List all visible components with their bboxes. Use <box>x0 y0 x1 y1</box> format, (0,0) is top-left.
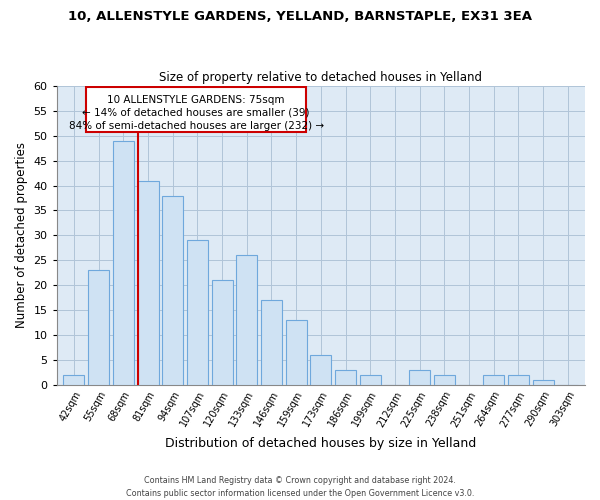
Bar <box>335 370 356 384</box>
Bar <box>212 280 233 384</box>
Bar <box>187 240 208 384</box>
X-axis label: Distribution of detached houses by size in Yelland: Distribution of detached houses by size … <box>165 437 476 450</box>
Bar <box>434 374 455 384</box>
Text: 10 ALLENSTYLE GARDENS: 75sqm: 10 ALLENSTYLE GARDENS: 75sqm <box>107 95 285 105</box>
Text: Contains HM Land Registry data © Crown copyright and database right 2024.
Contai: Contains HM Land Registry data © Crown c… <box>126 476 474 498</box>
Bar <box>286 320 307 384</box>
Text: 84% of semi-detached houses are larger (232) →: 84% of semi-detached houses are larger (… <box>68 121 324 131</box>
Bar <box>64 374 85 384</box>
Bar <box>533 380 554 384</box>
Title: Size of property relative to detached houses in Yelland: Size of property relative to detached ho… <box>160 70 482 84</box>
Bar <box>409 370 430 384</box>
Bar <box>236 255 257 384</box>
FancyBboxPatch shape <box>86 87 306 132</box>
Bar <box>310 354 331 384</box>
Bar <box>483 374 504 384</box>
Text: ← 14% of detached houses are smaller (39): ← 14% of detached houses are smaller (39… <box>82 108 310 118</box>
Y-axis label: Number of detached properties: Number of detached properties <box>15 142 28 328</box>
Text: 10, ALLENSTYLE GARDENS, YELLAND, BARNSTAPLE, EX31 3EA: 10, ALLENSTYLE GARDENS, YELLAND, BARNSTA… <box>68 10 532 23</box>
Bar <box>360 374 381 384</box>
Bar <box>261 300 282 384</box>
Bar <box>88 270 109 384</box>
Bar <box>508 374 529 384</box>
Bar <box>162 196 183 384</box>
Bar <box>137 180 158 384</box>
Bar <box>113 141 134 384</box>
